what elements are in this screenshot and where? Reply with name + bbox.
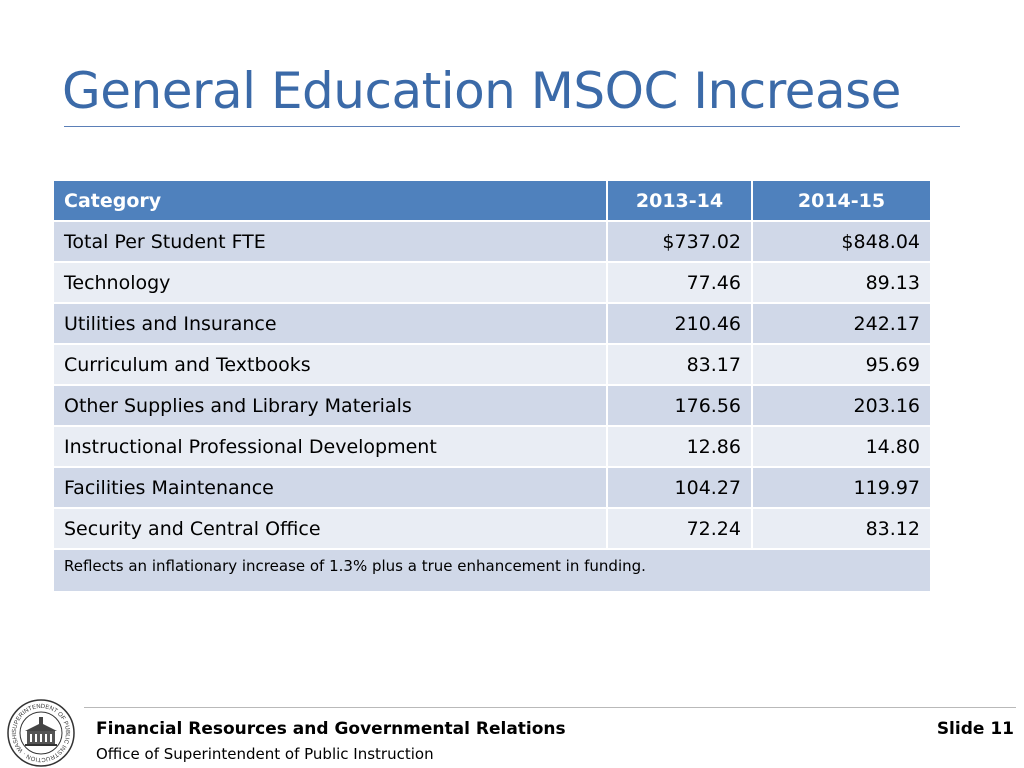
header-category: Category [52, 179, 608, 222]
row-category: Curriculum and Textbooks [52, 343, 608, 386]
ospi-seal-icon: SUPERINTENDENT OF PUBLIC INSTRUCTION · W… [4, 694, 76, 768]
header-2013-14: 2013-14 [606, 179, 753, 222]
row-value-2014-15: 95.69 [751, 343, 932, 386]
table-row: Curriculum and Textbooks 83.17 95.69 [52, 343, 932, 386]
footer-office: Office of Superintendent of Public Instr… [96, 745, 434, 763]
table-row: Technology 77.46 89.13 [52, 261, 932, 304]
row-category: Total Per Student FTE [52, 220, 608, 263]
row-category: Utilities and Insurance [52, 302, 608, 345]
table-note-row: Reflects an inflationary increase of 1.3… [52, 548, 932, 593]
table-footnote: Reflects an inflationary increase of 1.3… [52, 548, 932, 593]
table-row: Facilities Maintenance 104.27 119.97 [52, 466, 932, 509]
footer-organization: Financial Resources and Governmental Rel… [96, 719, 566, 739]
row-value-2013-14: 176.56 [606, 384, 753, 427]
title-divider [64, 126, 960, 127]
msoc-table: Category 2013-14 2014-15 Total Per Stude… [52, 179, 932, 593]
slide-title: General Education MSOC Increase [62, 62, 901, 120]
header-2014-15: 2014-15 [751, 179, 932, 222]
row-value-2014-15: 242.17 [751, 302, 932, 345]
table-row: Total Per Student FTE $737.02 $848.04 [52, 220, 932, 263]
row-value-2013-14: 72.24 [606, 507, 753, 550]
row-value-2014-15: 119.97 [751, 466, 932, 509]
row-category: Instructional Professional Development [52, 425, 608, 468]
row-value-2013-14: 83.17 [606, 343, 753, 386]
row-category: Other Supplies and Library Materials [52, 384, 608, 427]
row-value-2013-14: 210.46 [606, 302, 753, 345]
row-value-2013-14: 77.46 [606, 261, 753, 304]
row-value-2014-15: 14.80 [751, 425, 932, 468]
row-value-2014-15: 203.16 [751, 384, 932, 427]
row-category: Security and Central Office [52, 507, 608, 550]
table-row: Instructional Professional Development 1… [52, 425, 932, 468]
row-value-2013-14: 12.86 [606, 425, 753, 468]
row-value-2014-15: $848.04 [751, 220, 932, 263]
table-row: Utilities and Insurance 210.46 242.17 [52, 302, 932, 345]
table-header-row: Category 2013-14 2014-15 [52, 179, 932, 222]
row-value-2013-14: 104.27 [606, 466, 753, 509]
row-category: Facilities Maintenance [52, 466, 608, 509]
slide-number: Slide 11 [936, 719, 1014, 739]
row-value-2014-15: 83.12 [751, 507, 932, 550]
table-row: Other Supplies and Library Materials 176… [52, 384, 932, 427]
row-value-2013-14: $737.02 [606, 220, 753, 263]
footer-divider [84, 707, 1016, 708]
table-row: Security and Central Office 72.24 83.12 [52, 507, 932, 550]
row-value-2014-15: 89.13 [751, 261, 932, 304]
row-category: Technology [52, 261, 608, 304]
